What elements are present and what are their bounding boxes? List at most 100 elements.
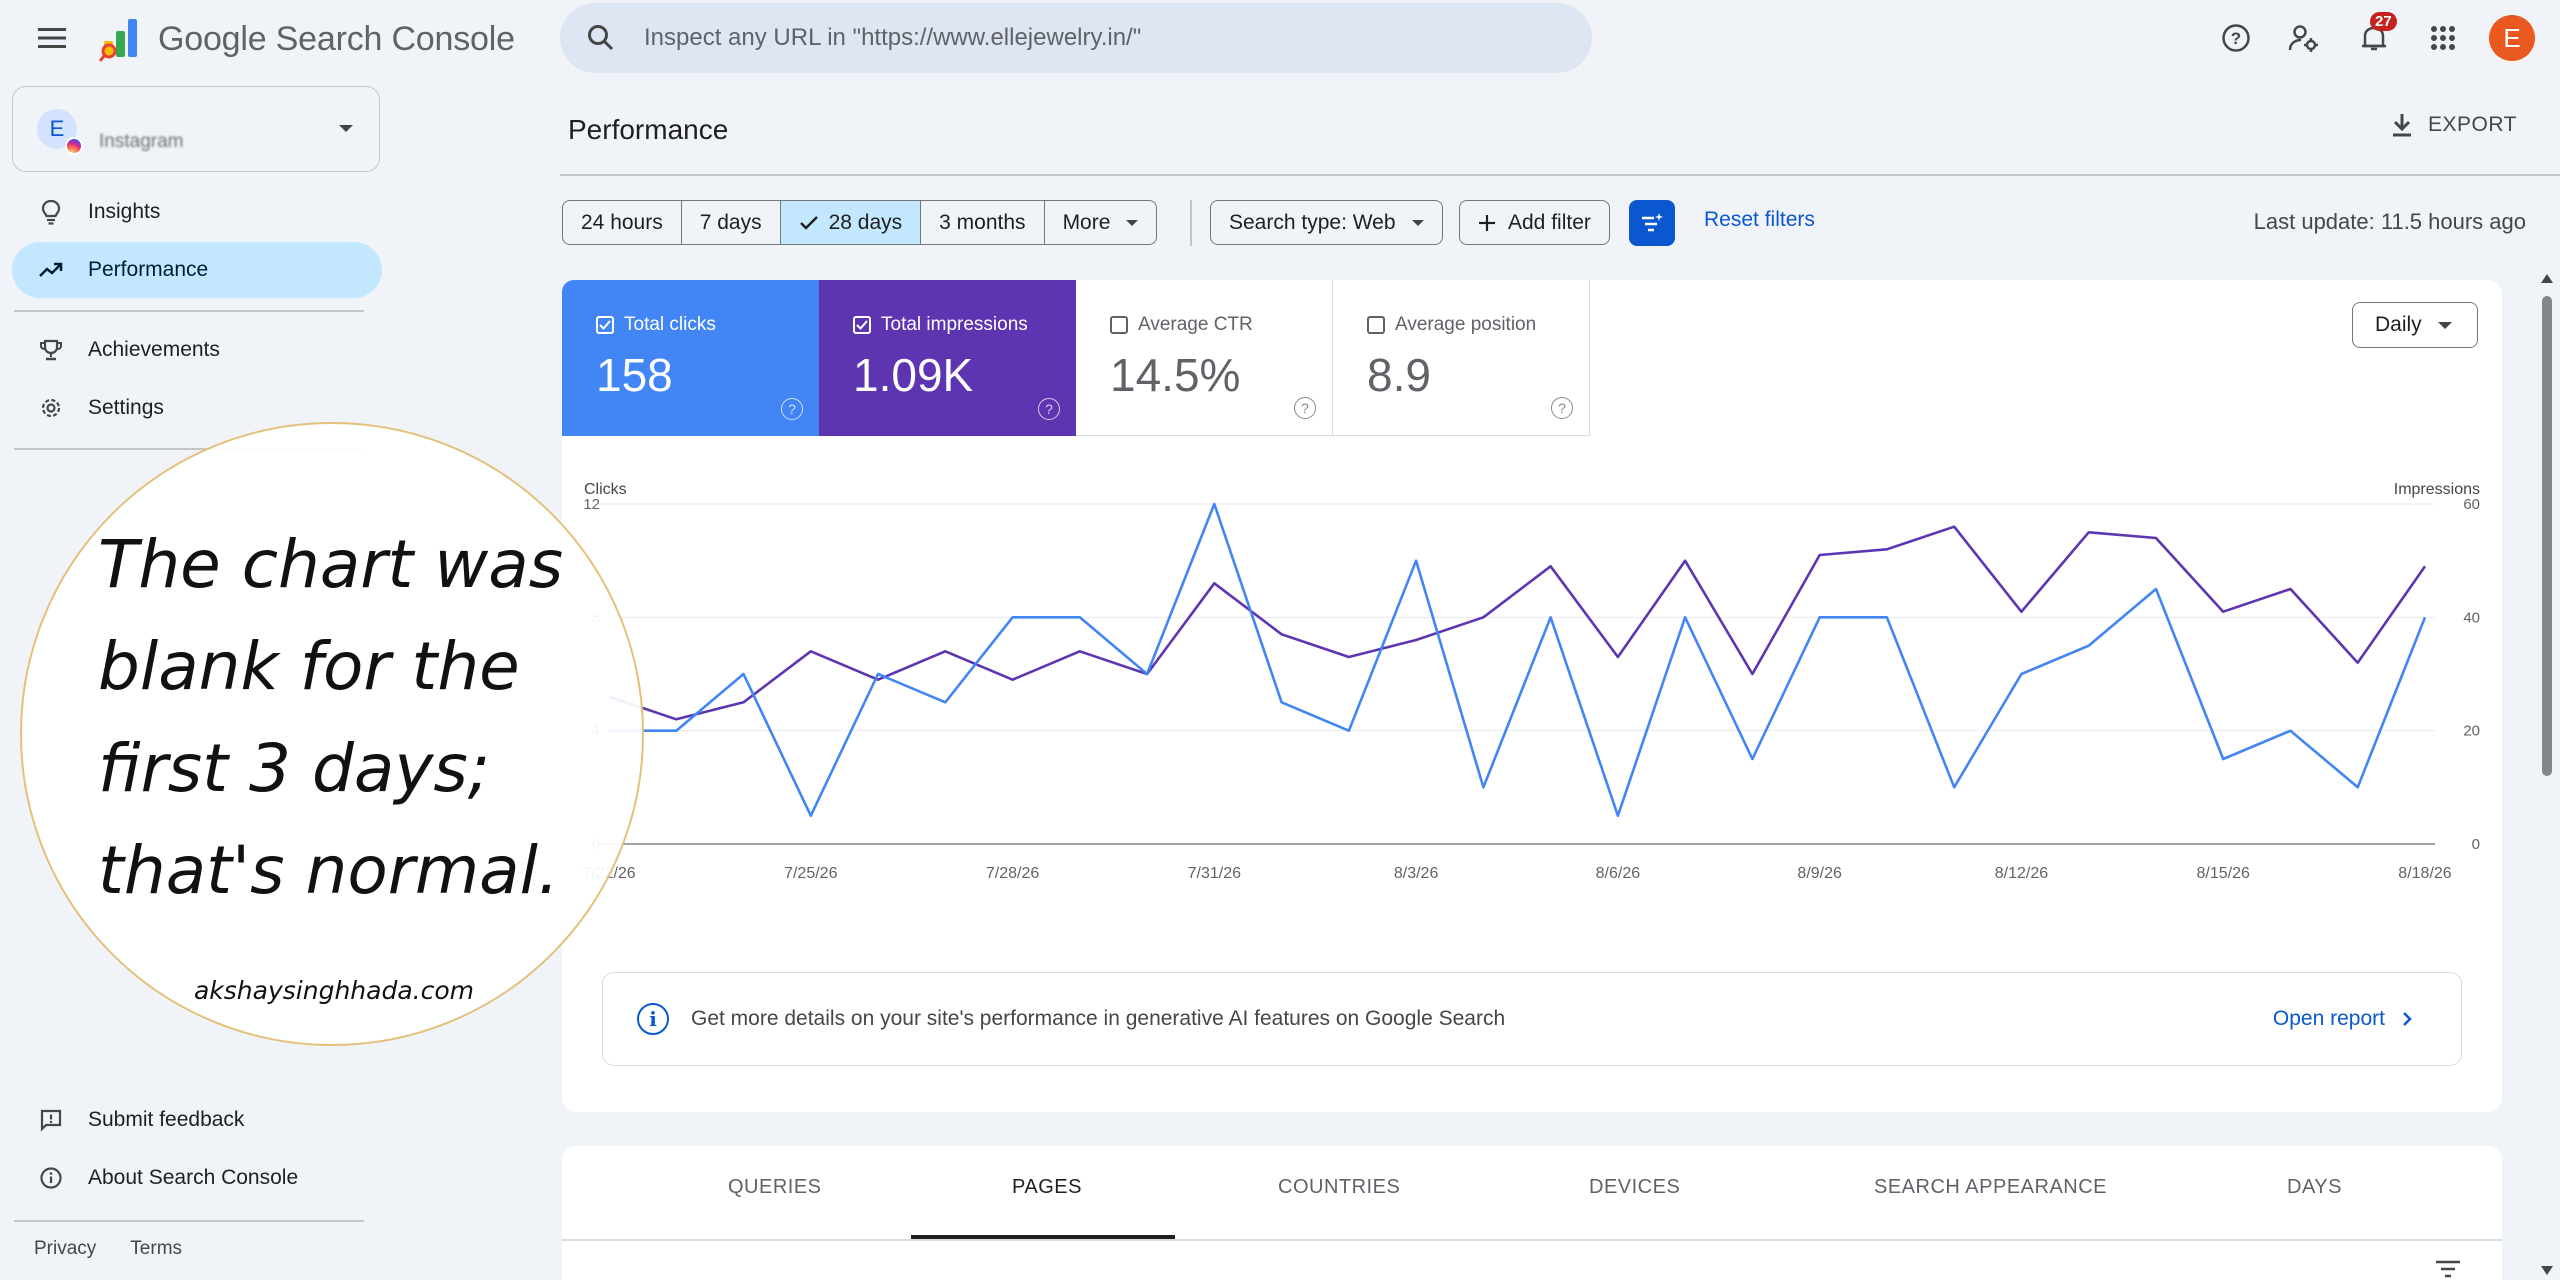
metric-label: Total clicks: [624, 314, 716, 335]
ai-banner-text: Get more details on your site's performa…: [691, 1007, 1506, 1030]
tab-pages[interactable]: PAGES: [1012, 1176, 1082, 1198]
x-tick-label: 8/15/26: [2197, 865, 2250, 882]
table-filter-icon[interactable]: [2434, 1258, 2462, 1280]
tab-devices[interactable]: DEVICES: [1589, 1176, 1681, 1198]
main-menu-button[interactable]: [30, 16, 74, 60]
sidebar-divider: [14, 1220, 364, 1222]
x-tick-label: 8/6/26: [1596, 865, 1641, 882]
help-icon[interactable]: ?: [781, 398, 803, 420]
range-7-days-button[interactable]: 7 days: [682, 201, 781, 244]
tab-queries[interactable]: QUERIES: [728, 1176, 822, 1198]
open-report-link[interactable]: Open report: [2273, 1007, 2413, 1031]
x-tick-label: 7/25/26: [784, 865, 837, 882]
property-selector[interactable]: E Instagram: [12, 86, 380, 172]
app-logo[interactable]: Google Search Console: [98, 14, 515, 64]
info-icon: i: [637, 1003, 669, 1035]
scroll-up-arrow-icon[interactable]: [2541, 274, 2553, 283]
help-icon: ?: [2222, 24, 2250, 52]
range-28-days-label: 28 days: [828, 210, 903, 234]
url-inspect-input[interactable]: [644, 24, 1544, 52]
search-type-filter[interactable]: Search type: Web: [1210, 200, 1443, 245]
y-tick-label-right: 20: [2463, 723, 2480, 740]
trending-up-icon: [38, 257, 64, 283]
sidebar-item-label: About Search Console: [88, 1166, 299, 1189]
open-report-label: Open report: [2272, 1007, 2385, 1030]
help-icon[interactable]: ?: [1294, 397, 1316, 419]
y-axis-label-right: Impressions: [2394, 481, 2480, 498]
sidebar-item-label: Performance: [88, 258, 209, 281]
export-button[interactable]: EXPORT: [2390, 112, 2517, 138]
y-tick-label-left: 12: [583, 496, 600, 513]
ai-features-banner: i Get more details on your site's perfor…: [602, 972, 2462, 1066]
chevron-down-icon: [1411, 219, 1424, 226]
property-name: Instagram: [99, 131, 184, 152]
filter-options-button[interactable]: [1629, 200, 1675, 246]
checkbox-checked-icon[interactable]: [596, 316, 614, 334]
metric-value: 158: [596, 349, 673, 401]
granularity-label: Daily: [2375, 313, 2422, 336]
lightbulb-icon: [38, 199, 64, 225]
notifications-button[interactable]: 27: [2352, 12, 2397, 60]
feedback-icon: [38, 1107, 64, 1133]
sidebar-item-achievements[interactable]: Achievements: [12, 322, 382, 378]
tab-countries[interactable]: COUNTRIES: [1278, 1176, 1401, 1198]
privacy-link[interactable]: Privacy: [34, 1238, 97, 1259]
sidebar-item-performance[interactable]: Performance: [12, 242, 382, 298]
checkbox-unchecked-icon[interactable]: [1110, 316, 1128, 334]
search-console-logo-icon: [98, 19, 137, 62]
metric-label: Average CTR: [1138, 314, 1253, 335]
granularity-dropdown[interactable]: Daily: [2352, 302, 2478, 348]
help-icon[interactable]: ?: [1551, 397, 1573, 419]
tab-search-appearance[interactable]: SEARCH APPEARANCE: [1874, 1176, 2108, 1198]
quote-credit: akshaysinghhada.com: [193, 976, 474, 1005]
help-button[interactable]: ?: [2214, 16, 2258, 60]
account-avatar[interactable]: E: [2489, 15, 2535, 61]
tab-days[interactable]: DAYS: [2287, 1176, 2342, 1198]
metric-average-position[interactable]: Average position 8.9 ?: [1333, 280, 1590, 436]
sidebar-item-insights[interactable]: Insights: [12, 184, 382, 240]
metric-average-ctr[interactable]: Average CTR 14.5% ?: [1076, 280, 1333, 436]
sidebar-item-label: Settings: [88, 396, 164, 419]
apps-button[interactable]: [2421, 16, 2465, 60]
checkbox-unchecked-icon[interactable]: [1367, 316, 1385, 334]
reset-filters-link[interactable]: Reset filters: [1704, 208, 1815, 231]
x-tick-label: 8/9/26: [1797, 865, 1842, 882]
range-more-button[interactable]: More: [1045, 201, 1157, 244]
metric-total-clicks[interactable]: Total clicks 158 ?: [562, 280, 819, 436]
url-inspect-search[interactable]: [560, 3, 1592, 73]
y-tick-label-right: 40: [2463, 609, 2480, 626]
tabs-divider: [562, 1239, 2502, 1241]
chevron-down-icon: [339, 125, 353, 132]
plus-icon: [1479, 214, 1495, 231]
gear-icon: [38, 395, 64, 421]
dimension-tabs-card: [562, 1146, 2502, 1280]
metric-total-impressions[interactable]: Total impressions 1.09K ?: [819, 280, 1076, 436]
user-settings-icon: [2288, 25, 2318, 52]
range-28-days-button[interactable]: 28 days: [780, 201, 922, 244]
sidebar-item-about[interactable]: About Search Console: [12, 1150, 382, 1206]
series-line-clicks: [609, 502, 2427, 818]
x-tick-label: 8/18/26: [2398, 865, 2451, 882]
instagram-icon: [65, 137, 83, 155]
checkmark-icon: [799, 215, 818, 230]
metric-label: Average position: [1395, 314, 1537, 335]
last-update-text: Last update: 11.5 hours ago: [2253, 209, 2526, 234]
checkbox-checked-icon[interactable]: [853, 316, 871, 334]
page-title: Performance: [568, 114, 729, 145]
range-24-hours-button[interactable]: 24 hours: [563, 201, 682, 244]
sidebar-divider: [14, 310, 364, 312]
sidebar-item-submit-feedback[interactable]: Submit feedback: [12, 1092, 382, 1148]
help-icon[interactable]: ?: [1038, 398, 1060, 420]
add-filter-button[interactable]: Add filter: [1459, 200, 1610, 245]
search-type-label: Search type: Web: [1229, 210, 1396, 234]
range-3-months-button[interactable]: 3 months: [921, 201, 1045, 244]
notification-count-badge: 27: [2370, 12, 2397, 31]
sidebar-item-settings[interactable]: Settings: [12, 380, 382, 436]
app-title: Google Search Console: [158, 19, 515, 58]
quote-overlay: The chart was blank for the first 3 days…: [20, 422, 644, 1046]
scrollbar-thumb[interactable]: [2542, 296, 2552, 776]
performance-chart: Clicks Impressions 0481202040607/22/267/…: [582, 481, 2480, 882]
terms-link[interactable]: Terms: [130, 1238, 183, 1259]
scroll-down-arrow-icon[interactable]: [2541, 1266, 2553, 1275]
manage-users-button[interactable]: [2282, 16, 2326, 60]
